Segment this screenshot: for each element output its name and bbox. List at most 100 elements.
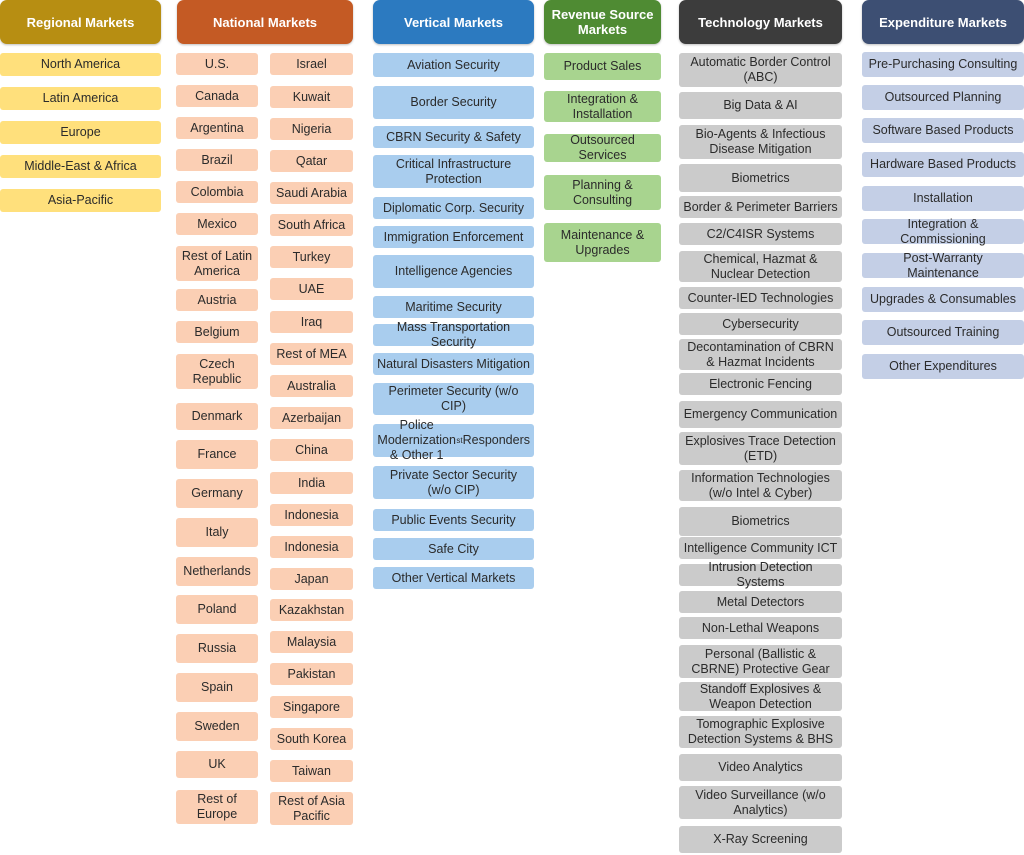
market-item-other-vertical-markets: Other Vertical Markets (373, 567, 534, 589)
market-item-qatar: Qatar (270, 150, 353, 172)
market-item-installation: Installation (862, 186, 1024, 211)
market-item-rest-of-latin-america: Rest of Latin America (176, 246, 258, 281)
market-item-france: France (176, 440, 258, 469)
market-item-planning-consulting: Planning & Consulting (544, 175, 661, 210)
market-item-explosives-trace-detection-etd: Explosives Trace Detection (ETD) (679, 432, 842, 465)
market-item-rest-of-mea: Rest of MEA (270, 343, 353, 365)
market-item-pakistan: Pakistan (270, 663, 353, 685)
market-item-outsourced-training: Outsourced Training (862, 320, 1024, 345)
market-item-kazakhstan: Kazakhstan (270, 599, 353, 621)
market-item-taiwan: Taiwan (270, 760, 353, 782)
market-item-biometrics: Biometrics (679, 507, 842, 536)
market-item-biometrics: Biometrics (679, 164, 842, 192)
market-item-indonesia: Indonesia (270, 504, 353, 526)
market-item-chemical-hazmat-nuclear-detection: Chemical, Hazmat & Nuclear Detection (679, 251, 842, 282)
market-item-belgium: Belgium (176, 321, 258, 343)
market-item-rest-of-europe: Rest of Europe (176, 790, 258, 824)
market-item-kuwait: Kuwait (270, 86, 353, 108)
market-item-malaysia: Malaysia (270, 631, 353, 653)
market-item-information-technologies-w-o-intel-cyber: Information Technologies (w/o Intel & Cy… (679, 470, 842, 501)
market-item-czech-republic: Czech Republic (176, 354, 258, 389)
market-item-aviation-security: Aviation Security (373, 53, 534, 77)
market-item-metal-detectors: Metal Detectors (679, 591, 842, 613)
market-item-canada: Canada (176, 85, 258, 107)
expenditure-markets-header: Expenditure Markets (862, 0, 1024, 44)
market-item-product-sales: Product Sales (544, 53, 661, 80)
market-item-austria: Austria (176, 289, 258, 311)
vertical-markets-header: Vertical Markets (373, 0, 534, 44)
market-item-cbrn-security-safety: CBRN Security & Safety (373, 126, 534, 148)
market-item-intelligence-agencies: Intelligence Agencies (373, 255, 534, 288)
market-item-natural-disasters-mitigation: Natural Disasters Mitigation (373, 353, 534, 375)
market-item-europe: Europe (0, 121, 161, 144)
market-item-germany: Germany (176, 479, 258, 508)
market-item-border-security: Border Security (373, 86, 534, 119)
market-item-x-ray-screening: X-Ray Screening (679, 826, 842, 853)
market-item-mexico: Mexico (176, 213, 258, 235)
market-item-non-lethal-weapons: Non-Lethal Weapons (679, 617, 842, 639)
market-item-electronic-fencing: Electronic Fencing (679, 373, 842, 395)
market-item-uk: UK (176, 751, 258, 778)
market-item-video-analytics: Video Analytics (679, 754, 842, 781)
market-item-china: China (270, 439, 353, 461)
market-item-indonesia: Indonesia (270, 536, 353, 558)
market-item-south-korea: South Korea (270, 728, 353, 750)
market-item-asia-pacific: Asia-Pacific (0, 189, 161, 212)
market-item-middle-east-africa: Middle-East & Africa (0, 155, 161, 178)
market-item-denmark: Denmark (176, 403, 258, 430)
market-item-tomographic-explosive-detection-systems-bhs: Tomographic Explosive Detection Systems … (679, 716, 842, 748)
market-item-brazil: Brazil (176, 149, 258, 171)
market-item-diplomatic-corp-security: Diplomatic Corp. Security (373, 197, 534, 219)
market-item-emergency-communication: Emergency Communication (679, 401, 842, 428)
market-item-maritime-security: Maritime Security (373, 296, 534, 318)
national-markets-header: National Markets (177, 0, 353, 44)
market-item-maintenance-upgrades: Maintenance & Upgrades (544, 223, 661, 262)
market-item-india: India (270, 472, 353, 494)
regional-markets-header: Regional Markets (0, 0, 161, 44)
market-item-mass-transportation-security: Mass Transportation Security (373, 320, 534, 349)
market-item-integration-installation: Integration & Installation (544, 91, 661, 122)
market-item-south-africa: South Africa (270, 214, 353, 236)
market-item-azerbaijan: Azerbaijan (270, 407, 353, 429)
market-item-other-expenditures: Other Expenditures (862, 354, 1024, 379)
market-item-hardware-based-products: Hardware Based Products (862, 152, 1024, 177)
market-item-colombia: Colombia (176, 181, 258, 203)
market-item-decontamination-of-cbrn-hazmat-incidents: Decontamination of CBRN & Hazmat Inciden… (679, 339, 842, 370)
market-item-private-sector-security-w-o-cip: Private Sector Security (w/o CIP) (373, 466, 534, 499)
market-item-australia: Australia (270, 375, 353, 397)
market-item-spain: Spain (176, 673, 258, 702)
market-item-big-data-ai: Big Data & AI (679, 92, 842, 119)
market-item-singapore: Singapore (270, 696, 353, 718)
market-item-latin-america: Latin America (0, 87, 161, 110)
market-item-intrusion-detection-systems: Intrusion Detection Systems (679, 560, 842, 589)
market-item-perimeter-security-w-o-cip: Perimeter Security (w/o CIP) (373, 383, 534, 415)
revenue-source-markets-header: Revenue Source Markets (544, 0, 661, 44)
market-item-u-s: U.S. (176, 53, 258, 75)
market-item-pre-purchasing-consulting: Pre-Purchasing Consulting (862, 52, 1024, 77)
market-item-sweden: Sweden (176, 712, 258, 741)
technology-markets-header: Technology Markets (679, 0, 842, 44)
market-item-cybersecurity: Cybersecurity (679, 313, 842, 335)
market-item-poland: Poland (176, 595, 258, 624)
market-item-immigration-enforcement: Immigration Enforcement (373, 226, 534, 248)
market-item-post-warranty-maintenance: Post-Warranty Maintenance (862, 251, 1024, 280)
market-item-saudi-arabia: Saudi Arabia (270, 182, 353, 204)
market-item-personal-ballistic-cbrne-protective-gear: Personal (Ballistic & CBRNE) Protective … (679, 645, 842, 678)
market-item-outsourced-services: Outsourced Services (544, 133, 661, 162)
market-item-israel: Israel (270, 53, 353, 75)
market-item-uae: UAE (270, 278, 353, 300)
market-item-rest-of-asia-pacific: Rest of Asia Pacific (270, 792, 353, 825)
market-item-turkey: Turkey (270, 246, 353, 268)
market-item-japan: Japan (270, 568, 353, 590)
market-item-outsourced-planning: Outsourced Planning (862, 85, 1024, 110)
market-item-nigeria: Nigeria (270, 118, 353, 140)
market-item-bio-agents-infectious-disease-mitigation: Bio-Agents & Infectious Disease Mitigati… (679, 125, 842, 159)
market-item-video-surveillance-w-o-analytics: Video Surveillance (w/o Analytics) (679, 786, 842, 819)
market-item-border-perimeter-barriers: Border & Perimeter Barriers (679, 196, 842, 218)
market-item-counter-ied-technologies: Counter-IED Technologies (679, 287, 842, 309)
market-item-argentina: Argentina (176, 117, 258, 139)
market-item-intelligence-community-ict: Intelligence Community ICT (679, 537, 842, 559)
market-item-north-america: North America (0, 53, 161, 76)
market-item-software-based-products: Software Based Products (862, 118, 1024, 143)
